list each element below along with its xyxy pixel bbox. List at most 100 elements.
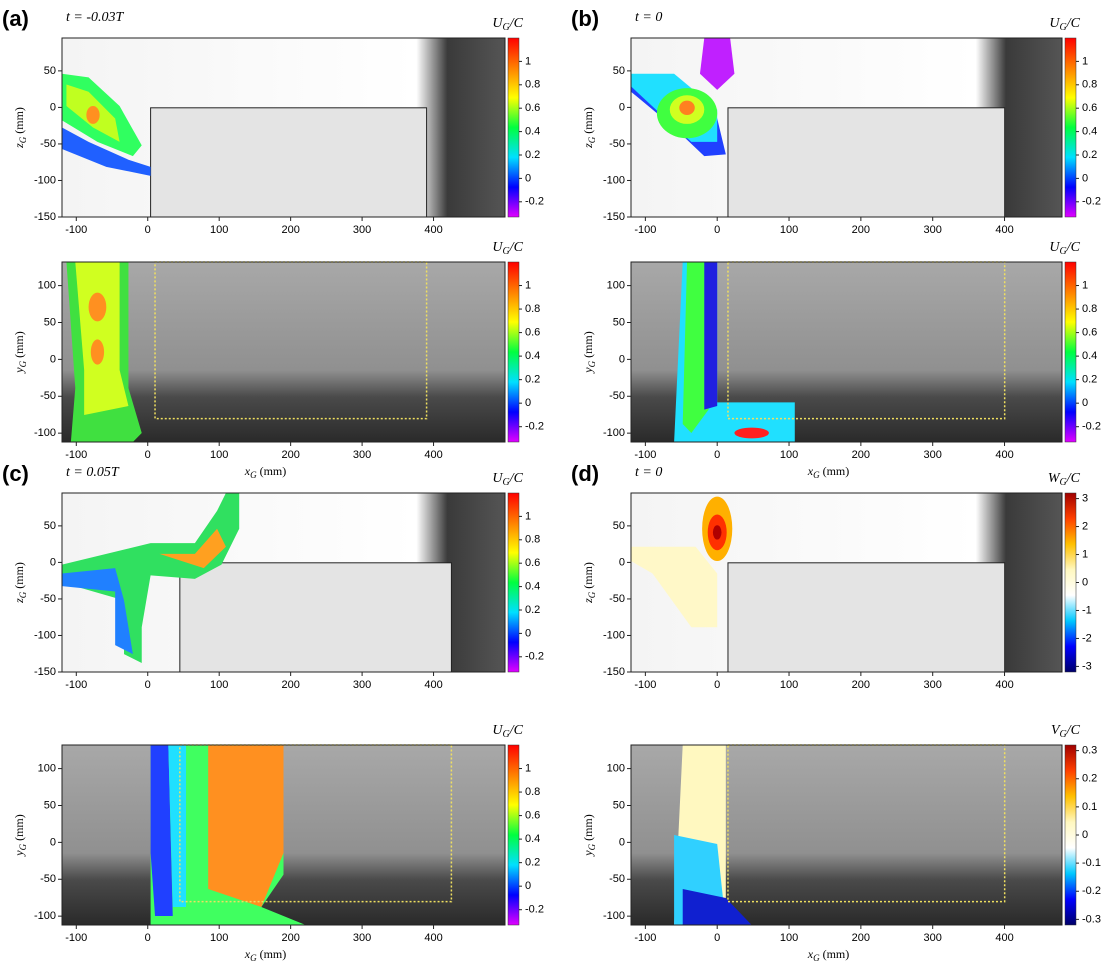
colorbar-label: VG/C (1051, 723, 1081, 740)
panel-label: (a) (2, 6, 29, 31)
dotted-frame (179, 744, 453, 903)
x-tick-label: 200 (852, 932, 870, 944)
time-annotation: t = 0.05T (66, 465, 120, 480)
y-axis-label: yG(mm) (12, 814, 28, 857)
colorbar-tick-label: -0.2 (525, 196, 544, 208)
colorbar-tick-label: 0 (525, 880, 531, 892)
panel-label: (b) (571, 6, 599, 31)
colorbar-tick-label: 0.2 (525, 857, 540, 869)
x-tick-label: -100 (65, 449, 87, 461)
colorbar-tick-label: 0 (525, 172, 531, 184)
colorbar (1064, 261, 1077, 443)
x-tick-label: 200 (852, 449, 870, 461)
y-tick-label: 50 (613, 520, 625, 532)
x-tick-label: -100 (65, 679, 87, 691)
y-axis-label: zG(mm) (12, 562, 28, 604)
axes-frame (630, 744, 1063, 926)
y-tick-label: -100 (603, 174, 625, 186)
contour-region (734, 427, 769, 439)
y-axis-label: yG(mm) (12, 331, 28, 374)
colorbar-tick-label: 0.2 (525, 374, 540, 386)
colorbar-tick-label: 0.4 (525, 833, 540, 845)
y-tick-label: 50 (613, 316, 625, 328)
colorbar-tick-label: 1 (525, 279, 531, 291)
colorbar-tick-label: 0.4 (525, 581, 540, 593)
y-tick-label: -100 (34, 629, 56, 641)
contour-region (62, 127, 151, 176)
colorbar-tick-label: 0.1 (1082, 801, 1097, 813)
y-tick-label: 100 (607, 280, 625, 292)
y-axis-label: zG(mm) (581, 107, 597, 149)
x-tick-label: 300 (353, 932, 371, 944)
colorbar-tick-label: 0.6 (525, 557, 540, 569)
colorbar-tick-label: 1 (525, 762, 531, 774)
colorbar-tick-label: 1 (525, 510, 531, 522)
colorbar-tick-label: 0 (1082, 829, 1088, 841)
x-tick-label: 400 (995, 449, 1013, 461)
x-tick-label: 400 (424, 679, 442, 691)
colorbar-tick-label: 0.6 (1082, 326, 1097, 338)
x-tick-label: 200 (281, 679, 299, 691)
y-tick-label: 50 (44, 799, 56, 811)
colorbar-tick-label: 3 (1082, 493, 1088, 505)
x-tick-label: 100 (780, 224, 798, 236)
obstacle (727, 107, 1006, 218)
y-tick-label: 0 (619, 556, 625, 568)
y-tick-label: 0 (619, 836, 625, 848)
colorbar (1064, 744, 1077, 926)
colorbar-tick-label: 0.4 (525, 126, 540, 138)
contour-region (150, 745, 173, 916)
colorbar-tick-label: -0.2 (525, 421, 544, 433)
x-tick-label: 100 (210, 224, 228, 236)
colorbar-tick-label: 0.8 (525, 534, 540, 546)
colorbar-label: UG/C (492, 16, 523, 33)
y-tick-label: 100 (38, 280, 56, 292)
colorbar-tick-label: -0.2 (1082, 196, 1101, 208)
y-tick-label: -100 (34, 427, 56, 439)
x-tick-label: 100 (780, 679, 798, 691)
axes-frame (61, 261, 506, 443)
contour-region (90, 339, 105, 365)
y-axis-label: zG(mm) (581, 562, 597, 604)
colorbar-tick-label: -0.1 (1082, 857, 1101, 869)
contour-region (75, 262, 129, 415)
axes-frame (61, 492, 506, 673)
contour-region (704, 262, 718, 410)
colorbar-label: UG/C (1049, 16, 1080, 33)
x-tick-label: -100 (634, 932, 656, 944)
x-tick-label: 300 (924, 679, 942, 691)
contour-region (88, 292, 107, 322)
x-tick-label: 200 (281, 224, 299, 236)
y-tick-label: 50 (613, 65, 625, 77)
y-tick-label: 0 (50, 556, 56, 568)
y-tick-label: -150 (603, 666, 625, 678)
y-tick-label: -50 (40, 390, 56, 402)
time-annotation: t = -0.03T (66, 10, 124, 25)
colorbar-tick-label: 0.8 (525, 79, 540, 91)
y-tick-label: 100 (607, 763, 625, 775)
obstacle (179, 562, 452, 673)
axes-frame (630, 492, 1063, 673)
contour-region (86, 106, 100, 124)
y-axis-label: yG(mm) (581, 814, 597, 857)
contour-region (168, 745, 187, 907)
y-tick-label: -50 (609, 873, 625, 885)
x-tick-label: 0 (145, 679, 151, 691)
y-tick-label: 50 (44, 65, 56, 77)
colorbar-tick-label: 0.3 (1082, 745, 1097, 757)
colorbar (1064, 492, 1077, 673)
dotted-frame (727, 261, 1006, 420)
colorbar-label: UG/C (1049, 240, 1080, 257)
y-tick-label: 50 (44, 316, 56, 328)
x-tick-label: 100 (780, 932, 798, 944)
contour-region (208, 745, 284, 907)
x-tick-label: 300 (353, 224, 371, 236)
axes-frame (61, 37, 506, 218)
colorbar-tick-label: -0.2 (525, 904, 544, 916)
y-tick-label: -50 (40, 138, 56, 150)
x-tick-label: 400 (995, 679, 1013, 691)
colorbar-tick-label: 0.2 (1082, 149, 1097, 161)
x-tick-label: 300 (353, 679, 371, 691)
photo-background (62, 262, 505, 442)
